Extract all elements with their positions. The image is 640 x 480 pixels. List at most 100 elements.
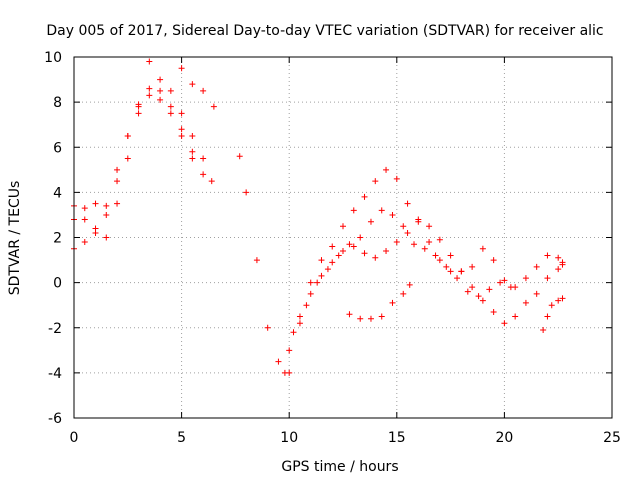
data-point xyxy=(314,279,321,286)
data-point xyxy=(555,297,562,304)
data-point xyxy=(114,166,121,173)
data-point xyxy=(303,302,310,309)
data-point xyxy=(350,207,357,214)
data-point xyxy=(135,101,142,108)
data-point xyxy=(281,369,288,376)
grid-layer xyxy=(74,57,612,418)
data-point xyxy=(533,290,540,297)
data-point xyxy=(393,239,400,246)
data-point xyxy=(469,284,476,291)
data-point xyxy=(157,87,164,94)
data-point xyxy=(178,65,185,72)
data-point xyxy=(555,254,562,261)
data-point xyxy=(404,200,411,207)
data-point xyxy=(146,92,153,99)
data-point xyxy=(475,293,482,300)
data-series-4 xyxy=(178,65,217,110)
data-point xyxy=(296,313,303,320)
data-point xyxy=(544,313,551,320)
data-point xyxy=(340,248,346,255)
data-point xyxy=(400,223,407,230)
data-point xyxy=(340,223,346,230)
data-point xyxy=(178,126,185,133)
data-point xyxy=(367,218,374,225)
data-point xyxy=(544,275,551,282)
data-point xyxy=(200,87,207,94)
data-point xyxy=(157,76,164,83)
y-tick-label: -2 xyxy=(48,321,62,337)
data-point xyxy=(208,178,215,185)
data-point xyxy=(318,257,325,264)
data-point xyxy=(167,103,174,110)
data-point xyxy=(124,155,131,162)
x-axis-label: GPS time / hours xyxy=(281,459,398,475)
data-point xyxy=(432,252,439,259)
data-point xyxy=(469,263,476,270)
data-point xyxy=(275,358,282,365)
data-point xyxy=(501,277,508,284)
data-point xyxy=(533,263,540,270)
data-point xyxy=(361,250,368,257)
y-tick-label: 10 xyxy=(44,50,62,66)
data-point xyxy=(92,200,99,207)
data-point xyxy=(329,259,336,266)
data-point xyxy=(81,205,88,212)
data-point xyxy=(490,257,497,264)
data-point xyxy=(189,155,196,162)
data-point xyxy=(114,200,121,207)
data-point xyxy=(544,252,551,259)
data-point xyxy=(426,223,433,230)
data-point xyxy=(454,275,461,282)
data-point xyxy=(167,87,174,94)
data-point xyxy=(389,299,396,306)
x-tick-label: 25 xyxy=(603,430,621,446)
data-point xyxy=(318,272,325,279)
data-point xyxy=(522,275,529,282)
data-point xyxy=(443,263,450,270)
data-point xyxy=(383,166,390,173)
data-points-layer xyxy=(71,58,566,376)
data-point xyxy=(458,268,465,275)
data-point xyxy=(479,297,486,304)
data-point xyxy=(426,239,433,246)
data-series-3 xyxy=(71,92,196,223)
data-point xyxy=(103,202,110,209)
data-point xyxy=(146,58,153,65)
x-tick-label: 20 xyxy=(495,430,513,446)
data-point xyxy=(114,178,121,185)
y-tick-label: 2 xyxy=(53,231,62,247)
data-point xyxy=(497,279,504,286)
data-point xyxy=(378,207,385,214)
data-point xyxy=(372,254,379,261)
data-series-7 xyxy=(286,216,566,354)
data-point xyxy=(135,110,142,117)
data-point xyxy=(559,295,566,302)
data-point xyxy=(81,216,88,223)
data-point xyxy=(490,308,497,315)
data-point xyxy=(361,193,368,200)
data-point xyxy=(296,320,303,327)
data-point xyxy=(436,236,443,243)
data-point xyxy=(178,110,185,117)
data-point xyxy=(406,281,413,288)
data-point xyxy=(264,324,271,331)
data-point xyxy=(124,132,131,139)
data-point xyxy=(411,241,418,248)
data-point xyxy=(415,216,422,223)
x-tick-label: 15 xyxy=(388,430,406,446)
data-series-6 xyxy=(281,166,566,376)
data-point xyxy=(479,245,486,252)
data-point xyxy=(421,245,428,252)
y-tick-label: 4 xyxy=(53,185,62,201)
data-series-5 xyxy=(236,153,293,376)
data-point xyxy=(404,229,411,236)
data-point xyxy=(200,155,207,162)
data-point xyxy=(436,257,443,264)
data-point xyxy=(103,211,110,218)
x-tick-label: 5 xyxy=(177,430,186,446)
data-point xyxy=(157,96,164,103)
data-point xyxy=(357,234,364,241)
data-point xyxy=(372,178,379,185)
data-point xyxy=(559,261,566,268)
